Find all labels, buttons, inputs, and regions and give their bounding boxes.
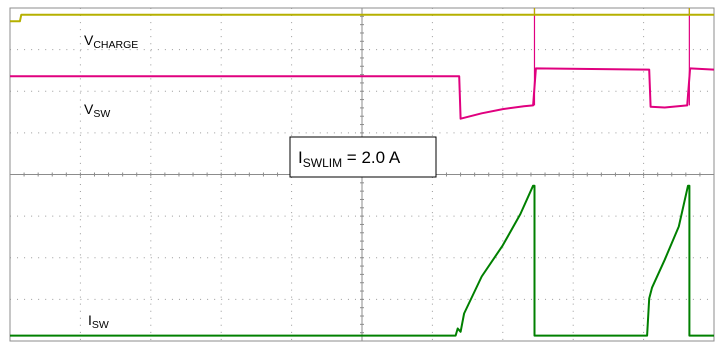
- svg-text:VSW: VSW: [84, 101, 110, 120]
- trace-vcharge: [10, 13, 714, 23]
- trace-isw: [10, 184, 714, 337]
- trace-label-vcharge: VCHARGE: [84, 32, 138, 51]
- trace-label-isw: ISW: [88, 312, 109, 331]
- svg-text:ISW: ISW: [88, 312, 109, 331]
- svg-text:VCHARGE: VCHARGE: [84, 32, 138, 51]
- waveform-traces: [10, 8, 715, 337]
- svg-text:ISWLIM = 2.0 A: ISWLIM = 2.0 A: [298, 148, 401, 170]
- current-limit-annotation: ISWLIM = 2.0 A: [289, 136, 437, 178]
- annotation-box: [289, 136, 437, 178]
- trace-label-vsw: VSW: [84, 101, 110, 120]
